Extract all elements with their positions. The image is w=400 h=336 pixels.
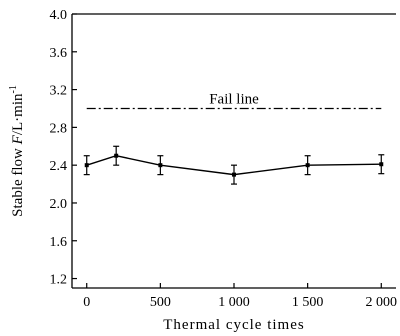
x-tick-label: 1 000: [218, 295, 250, 310]
x-tick-label: 2 000: [366, 295, 398, 310]
y-tick-label: 3.6: [50, 46, 68, 61]
data-point: [232, 172, 236, 177]
data-point: [379, 162, 384, 167]
fail-line-label: Fail line: [209, 91, 259, 107]
y-axis-title-var: F: [10, 134, 26, 145]
y-tick-label: 2.4: [50, 159, 68, 174]
y-axis-title-main: Stable flow: [10, 144, 26, 217]
data-point: [158, 163, 163, 168]
data-point: [114, 153, 119, 158]
y-tick-label: 3.2: [50, 84, 68, 99]
series-line: [86, 155, 382, 176]
y-tick-label: 4.0: [50, 8, 68, 23]
fail-line-group: Fail line: [86, 91, 382, 110]
series-group: [83, 145, 385, 185]
data-point: [305, 163, 310, 168]
y-axis-title-unit: /L·min: [10, 93, 26, 135]
y-axis-title-sup: -1: [8, 85, 19, 93]
plot-frame-group: [71, 13, 396, 289]
x-ticks: 0 500 1 000 1 500 2 000: [83, 283, 397, 310]
y-tick-label: 1.6: [50, 235, 68, 250]
y-axis-title: Stable flow F/L·min-1: [8, 85, 26, 217]
y-tick-label: 1.2: [50, 273, 68, 288]
x-tick-label: 500: [150, 295, 171, 310]
x-axis-title: Thermal cycle times: [163, 317, 304, 333]
data-point: [84, 163, 89, 168]
y-tick-label: 2.8: [50, 121, 68, 136]
x-tick-label: 1 500: [292, 295, 324, 310]
y-ticks: 1.2 1.6 2.0 2.4 2.8 3.2 3.6 4.0: [50, 8, 77, 288]
y-tick-label: 2.0: [50, 197, 68, 212]
x-tick-label: 0: [83, 295, 90, 310]
